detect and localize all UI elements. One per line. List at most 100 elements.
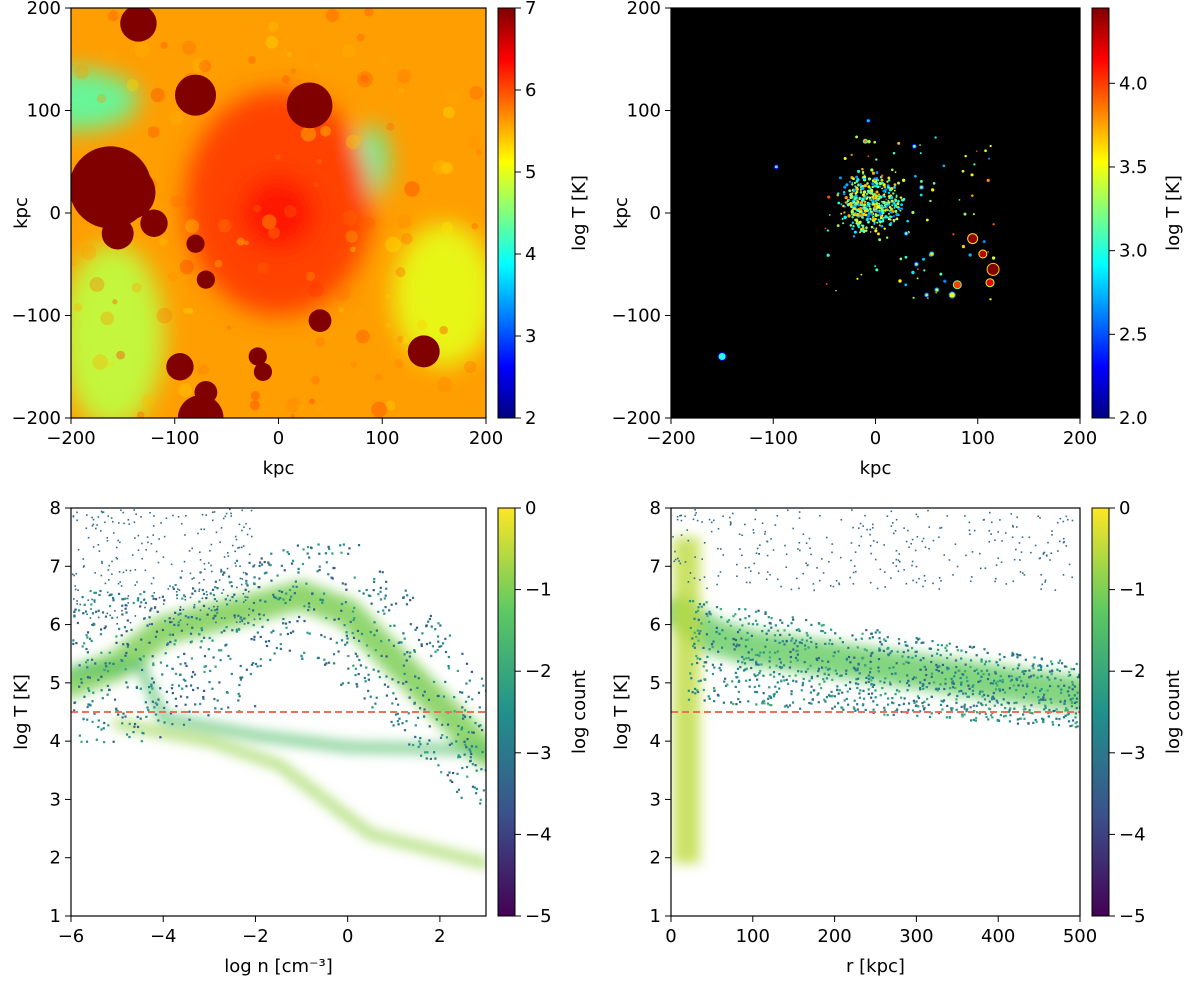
histogram-cell — [693, 617, 696, 620]
histogram-cell — [768, 660, 771, 663]
histogram-cell — [391, 702, 394, 705]
histogram-cell — [946, 668, 949, 671]
map-texture — [169, 110, 184, 125]
histogram-cell — [748, 685, 751, 688]
histogram-cell — [995, 661, 998, 664]
histogram-cell — [785, 553, 788, 556]
map-texture — [241, 239, 249, 246]
histogram-cell — [706, 614, 709, 618]
histogram-cell — [428, 617, 431, 621]
histogram-cell — [216, 587, 219, 590]
histogram-cell — [106, 693, 109, 696]
histogram-cell — [988, 700, 991, 703]
cold-clump — [865, 118, 871, 124]
histogram-cell — [460, 726, 464, 729]
histogram-cell — [845, 697, 848, 701]
histogram-cell — [286, 632, 289, 636]
histogram-cell — [997, 719, 1000, 722]
histogram-cell — [408, 696, 411, 699]
histogram-cell — [269, 564, 272, 567]
histogram-cell — [303, 605, 306, 608]
colorbar-tick: 3.5 — [1109, 157, 1148, 178]
histogram-cell — [97, 725, 100, 729]
histogram-cell — [969, 719, 973, 722]
histogram-cell — [163, 619, 167, 623]
histogram-cell — [1030, 551, 1032, 554]
histogram-cell — [687, 698, 691, 701]
histogram-cell — [1003, 691, 1007, 694]
cold-gas-point — [869, 231, 872, 233]
histogram-cell — [398, 717, 401, 720]
histogram-cell — [152, 577, 155, 579]
histogram-cell — [383, 597, 386, 600]
histogram-cell — [1054, 589, 1057, 591]
histogram-cell — [1050, 673, 1053, 676]
histogram-cell — [340, 639, 344, 642]
histogram-cell — [779, 619, 782, 622]
histogram-cell — [791, 616, 794, 619]
histogram-cell — [112, 532, 115, 534]
map-texture — [441, 221, 454, 234]
histogram-cell — [99, 633, 102, 636]
histogram-cell — [985, 715, 988, 719]
histogram-cell — [689, 626, 692, 630]
y-tick-label: 5 — [650, 673, 661, 694]
histogram-cell — [837, 702, 840, 705]
histogram-cell — [122, 643, 125, 646]
histogram-cell — [371, 706, 374, 709]
cold-gas-point — [876, 232, 880, 236]
histogram-cell — [816, 567, 818, 569]
histogram-cell — [137, 534, 140, 537]
histogram-cell — [699, 579, 701, 581]
colorbar-tick: 4 — [515, 244, 536, 265]
cold-clump — [934, 287, 940, 293]
histogram-cell — [1057, 685, 1060, 688]
histogram-cell — [693, 577, 696, 580]
histogram-cell — [975, 704, 978, 708]
histogram-cell — [734, 671, 737, 674]
histogram-cell — [990, 533, 992, 535]
histogram-cell — [184, 534, 186, 536]
histogram-cell — [792, 648, 795, 651]
cold-gas-point — [894, 199, 898, 203]
histogram-cell — [826, 668, 830, 671]
cold-gas-point — [919, 193, 923, 197]
histogram-cell — [188, 710, 191, 713]
map-texture — [134, 42, 150, 58]
cold-clump — [773, 164, 779, 170]
histogram-cell — [696, 661, 699, 665]
histogram-cell — [801, 638, 804, 641]
cold-gas-point — [874, 196, 878, 200]
histogram-cell — [1038, 699, 1041, 702]
histogram-cell — [840, 706, 843, 709]
cold-gas-point — [854, 192, 858, 195]
histogram-cell — [969, 659, 973, 662]
histogram-cell — [988, 541, 991, 543]
histogram-cell — [1022, 670, 1025, 673]
x-tick-label: −6 — [58, 926, 85, 947]
histogram-cell — [980, 669, 983, 673]
histogram-cell — [1007, 675, 1011, 678]
histogram-cell — [292, 630, 295, 633]
histogram-cell — [790, 622, 793, 625]
histogram-cell — [83, 603, 86, 606]
histogram-cell — [940, 526, 943, 529]
histogram-cell — [344, 583, 347, 586]
histogram-cell — [791, 637, 794, 640]
histogram-cell — [252, 609, 255, 612]
histogram-cell — [1045, 554, 1048, 557]
histogram-cell — [994, 682, 998, 685]
cold-gas-point — [889, 218, 892, 221]
histogram-cell — [753, 562, 755, 565]
histogram-cell — [144, 569, 147, 572]
y-tick-label: −100 — [12, 306, 61, 327]
histogram-cell — [1021, 684, 1025, 687]
histogram-cell — [244, 599, 247, 602]
histogram-cell — [831, 678, 834, 681]
histogram-cell — [1074, 712, 1077, 715]
histogram-cell — [241, 578, 244, 580]
histogram-cell — [128, 722, 131, 726]
histogram-cell — [414, 675, 417, 678]
histogram-cell — [865, 628, 868, 632]
